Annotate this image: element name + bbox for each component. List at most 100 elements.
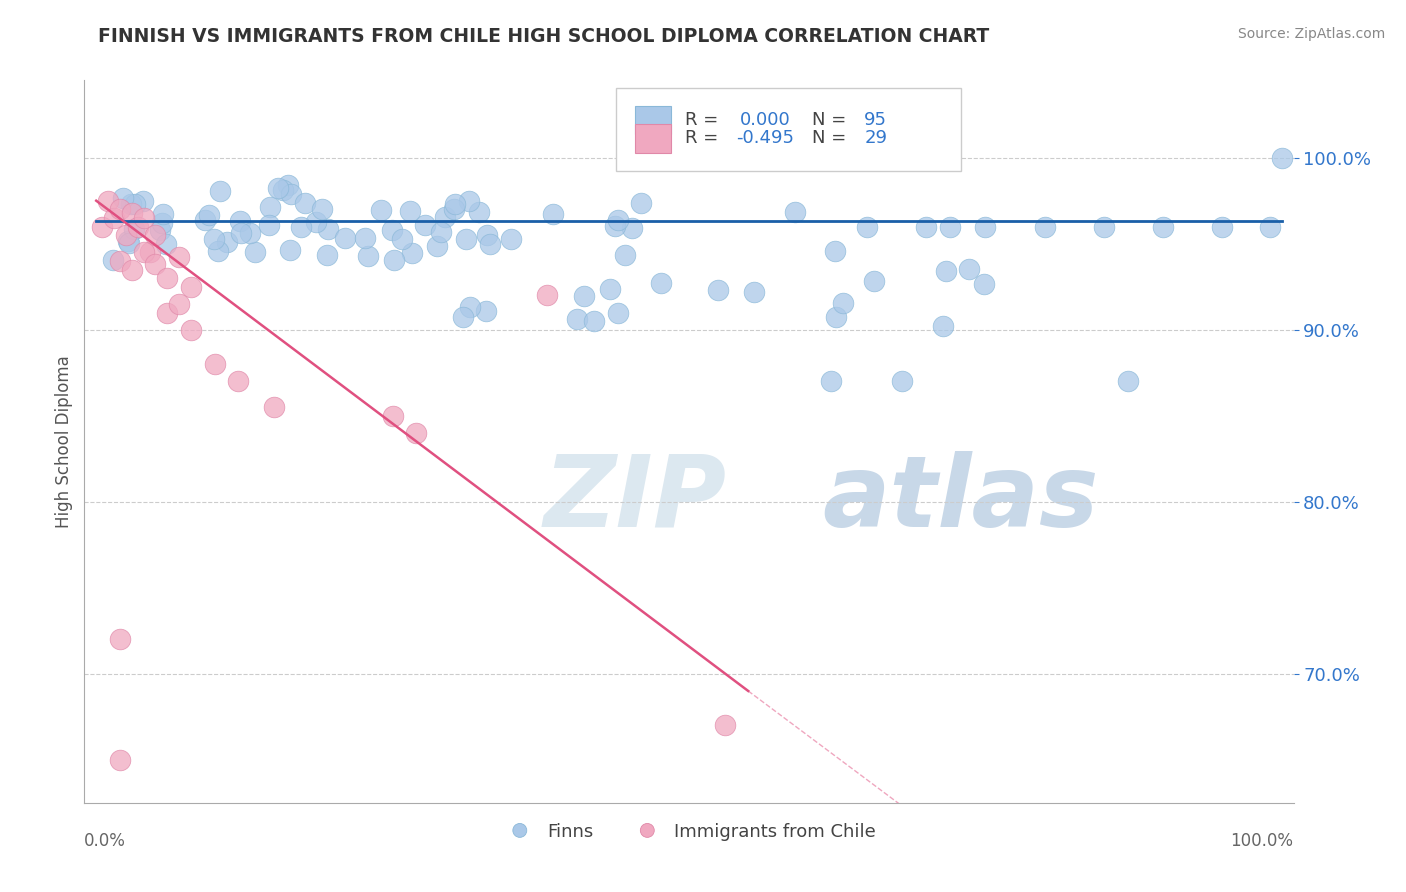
Point xyxy=(855,219,877,234)
Point xyxy=(120,197,142,211)
Point xyxy=(606,305,628,319)
Point xyxy=(370,202,392,217)
Text: ZIP: ZIP xyxy=(544,450,727,548)
Point xyxy=(1152,219,1174,234)
Point xyxy=(475,227,498,242)
Point xyxy=(434,210,457,224)
Text: N =: N = xyxy=(813,111,852,129)
Point xyxy=(974,219,997,234)
Point xyxy=(399,204,422,219)
Point xyxy=(155,236,177,251)
Point xyxy=(91,219,114,234)
Point xyxy=(311,202,333,216)
Point xyxy=(228,213,250,227)
Point xyxy=(208,184,231,198)
Point xyxy=(458,300,481,314)
Point xyxy=(957,261,980,276)
Point xyxy=(271,183,294,197)
Point xyxy=(259,218,281,232)
Point xyxy=(820,374,842,388)
Point xyxy=(204,357,226,371)
Point xyxy=(354,230,377,244)
Point xyxy=(1116,374,1139,388)
Point xyxy=(536,288,558,302)
Point xyxy=(145,257,167,271)
Point xyxy=(228,374,250,388)
Point xyxy=(973,277,995,291)
Text: R =: R = xyxy=(685,129,724,147)
Point xyxy=(1033,219,1056,234)
Point xyxy=(357,249,380,263)
Point xyxy=(381,223,404,237)
Point xyxy=(478,236,501,251)
Legend: Finns, Immigrants from Chile: Finns, Immigrants from Chile xyxy=(495,815,883,848)
Text: 100.0%: 100.0% xyxy=(1230,831,1294,850)
Point xyxy=(605,219,627,234)
Point xyxy=(132,211,155,225)
Text: atlas: atlas xyxy=(823,450,1098,548)
Point xyxy=(457,194,479,208)
Point xyxy=(599,282,621,296)
Point xyxy=(150,216,173,230)
Point xyxy=(180,279,202,293)
Point xyxy=(1211,219,1233,234)
Point xyxy=(111,191,134,205)
Point xyxy=(117,234,139,248)
Point xyxy=(167,251,190,265)
Text: 95: 95 xyxy=(865,111,887,129)
Point xyxy=(101,252,124,267)
Point xyxy=(145,228,167,243)
Point xyxy=(280,187,302,202)
Point xyxy=(1271,151,1294,165)
Point xyxy=(583,314,606,328)
Point xyxy=(382,253,405,268)
Text: 0.000: 0.000 xyxy=(740,111,790,129)
FancyBboxPatch shape xyxy=(634,105,671,135)
Text: FINNISH VS IMMIGRANTS FROM CHILE HIGH SCHOOL DIPLOMA CORRELATION CHART: FINNISH VS IMMIGRANTS FROM CHILE HIGH SC… xyxy=(98,27,990,45)
Point xyxy=(304,215,326,229)
Point xyxy=(263,400,285,414)
Point xyxy=(108,202,131,217)
Point xyxy=(266,180,288,194)
Point xyxy=(167,297,190,311)
Point xyxy=(180,323,202,337)
Point xyxy=(567,312,589,326)
Point xyxy=(152,207,174,221)
Point xyxy=(121,205,143,219)
FancyBboxPatch shape xyxy=(634,124,671,153)
Point xyxy=(124,196,146,211)
FancyBboxPatch shape xyxy=(616,87,962,170)
Point xyxy=(891,374,914,388)
Point xyxy=(127,219,149,234)
Point xyxy=(156,271,179,285)
Point xyxy=(239,226,262,240)
Point xyxy=(932,319,955,334)
Point xyxy=(783,205,806,219)
Point xyxy=(915,219,938,234)
Point xyxy=(121,262,143,277)
Point xyxy=(614,248,637,262)
Y-axis label: High School Diploma: High School Diploma xyxy=(55,355,73,528)
Point xyxy=(194,213,217,227)
Point xyxy=(706,284,728,298)
Point xyxy=(621,221,644,235)
Point xyxy=(443,202,465,216)
Text: N =: N = xyxy=(813,129,852,147)
Point xyxy=(198,208,221,222)
Text: 29: 29 xyxy=(865,129,887,147)
Point xyxy=(391,232,413,246)
Point xyxy=(1092,219,1115,234)
Point xyxy=(832,295,855,310)
Point xyxy=(935,264,957,278)
Point xyxy=(149,223,172,237)
Point xyxy=(401,246,423,260)
Point xyxy=(108,632,131,647)
Point xyxy=(103,211,125,225)
Text: Source: ZipAtlas.com: Source: ZipAtlas.com xyxy=(1237,27,1385,41)
Point xyxy=(650,277,672,291)
Point xyxy=(294,195,316,210)
Point xyxy=(132,194,155,208)
Point xyxy=(259,200,281,214)
Point xyxy=(381,409,404,423)
Point xyxy=(122,222,145,236)
